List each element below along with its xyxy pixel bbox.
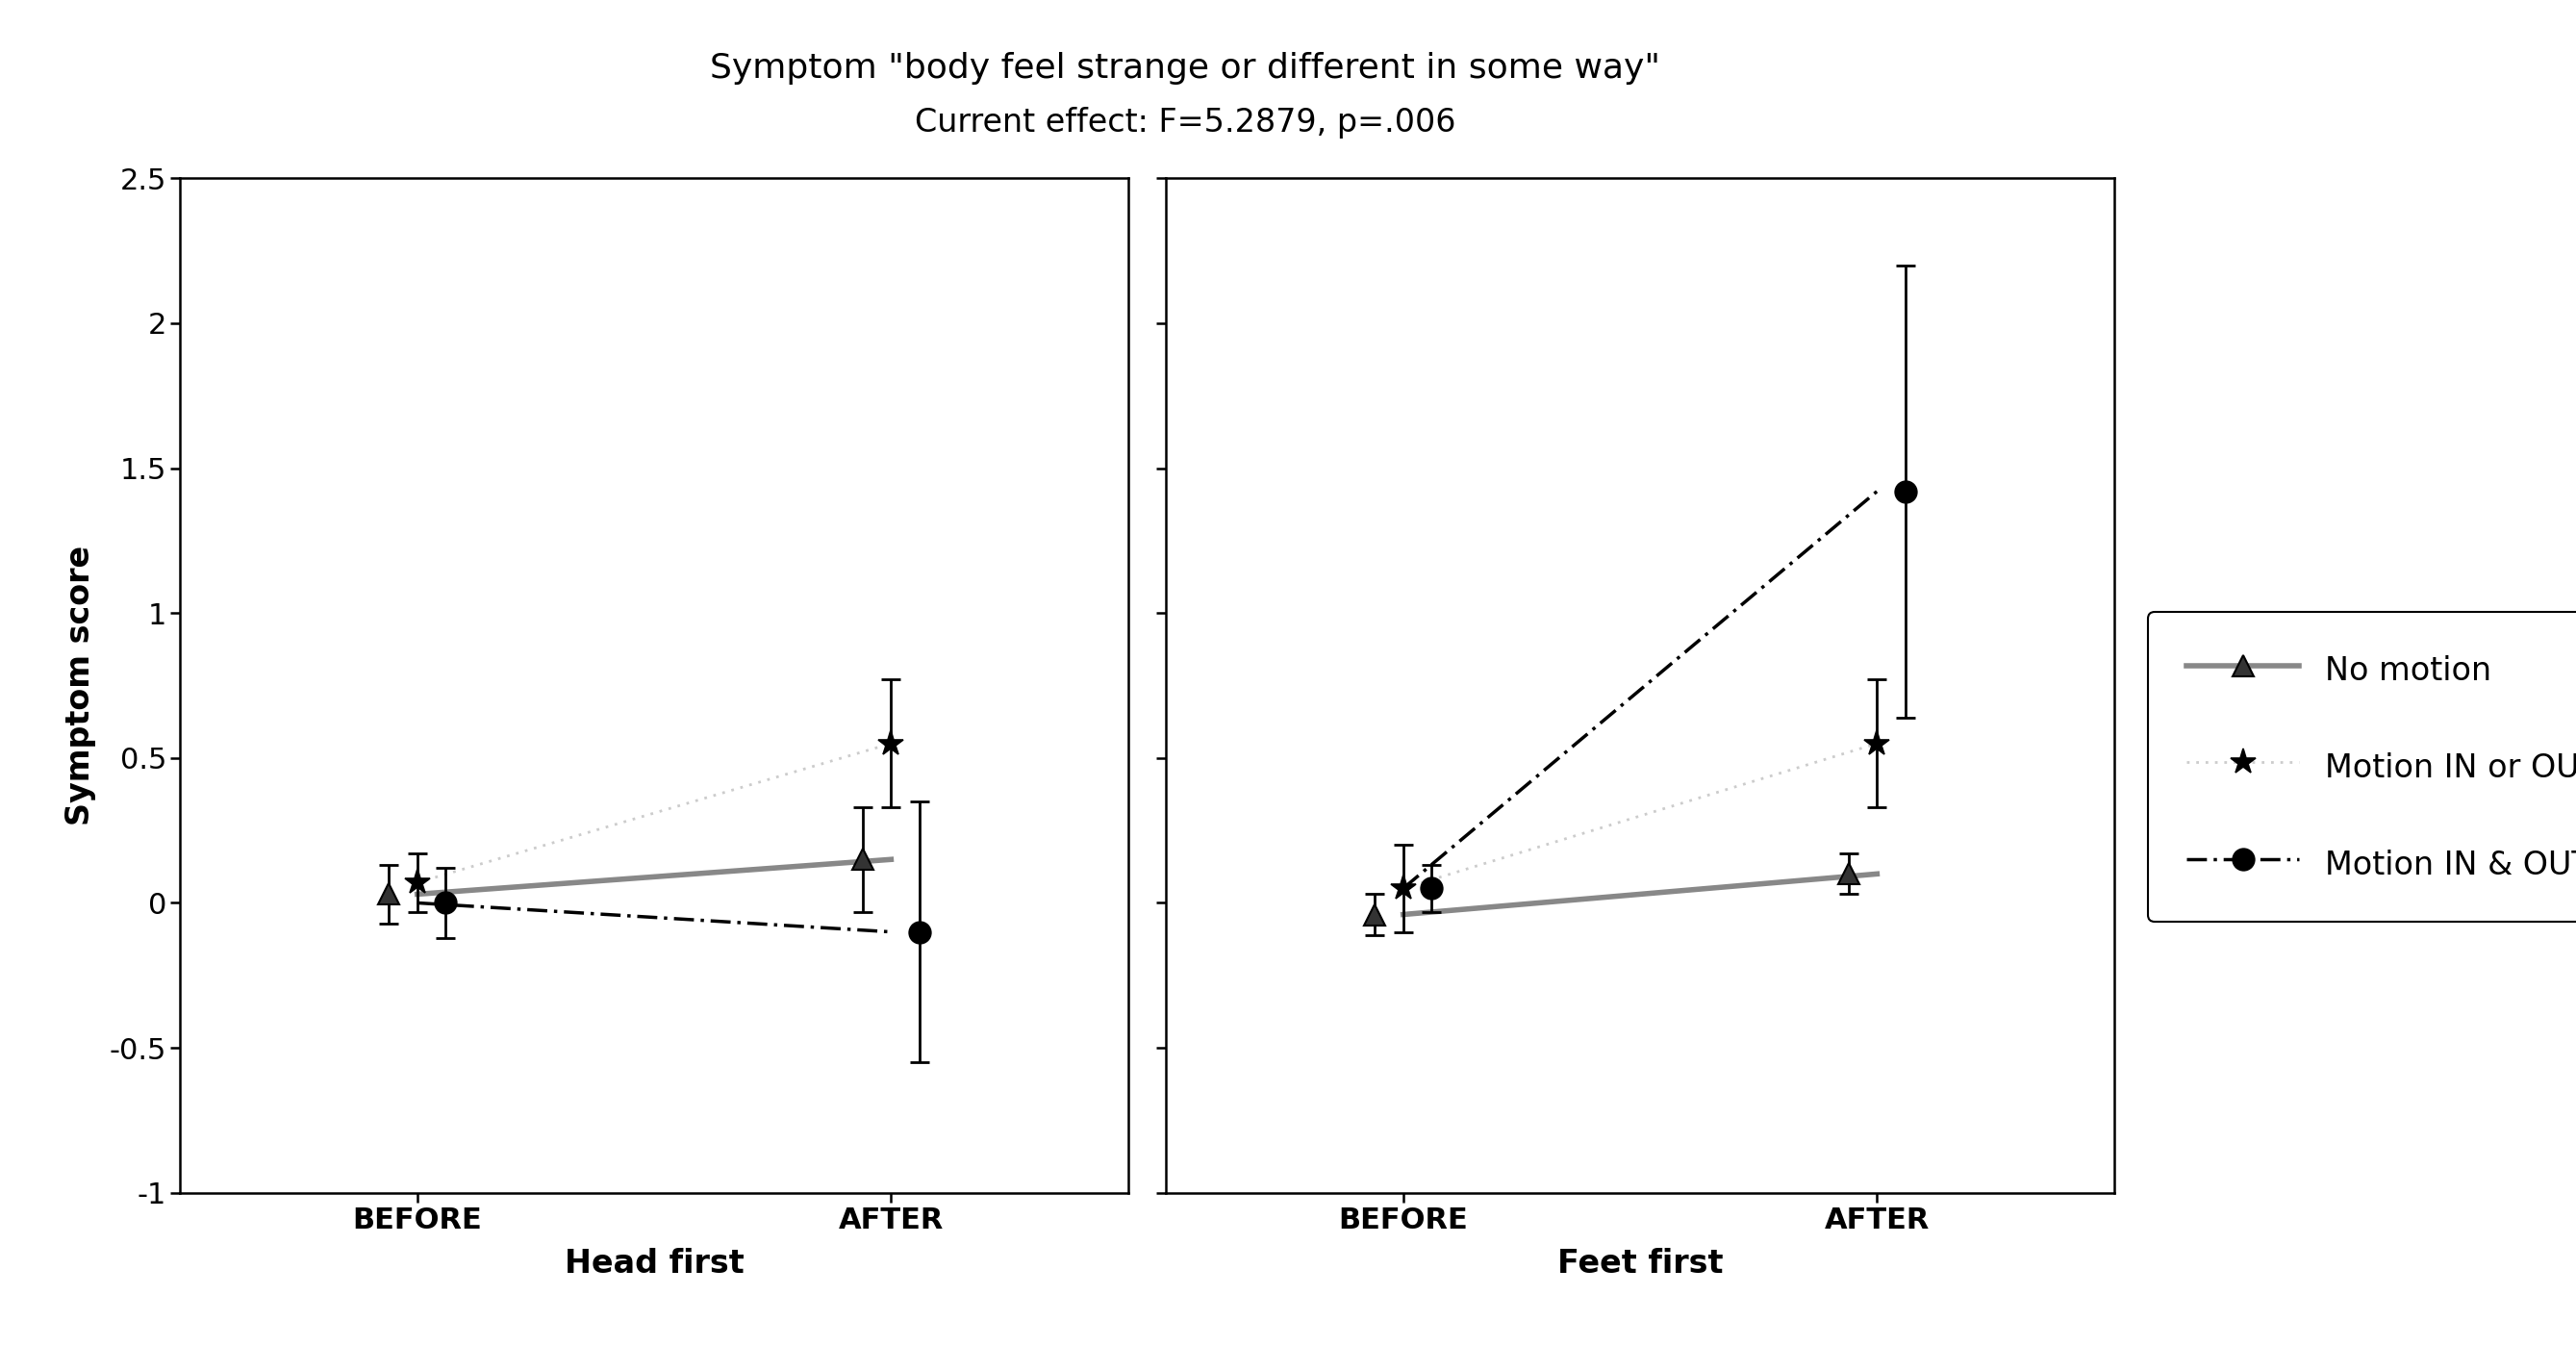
Y-axis label: Symptom score: Symptom score bbox=[64, 546, 95, 825]
Text: Symptom "body feel strange or different in some way": Symptom "body feel strange or different … bbox=[711, 52, 1659, 85]
Text: Current effect: F=5.2879, p=.006: Current effect: F=5.2879, p=.006 bbox=[914, 107, 1455, 138]
X-axis label: Feet first: Feet first bbox=[1556, 1248, 1723, 1279]
Legend: No motion, Motion IN or OUT, Motion IN & OUT: No motion, Motion IN or OUT, Motion IN &… bbox=[2148, 611, 2576, 921]
X-axis label: Head first: Head first bbox=[564, 1248, 744, 1279]
